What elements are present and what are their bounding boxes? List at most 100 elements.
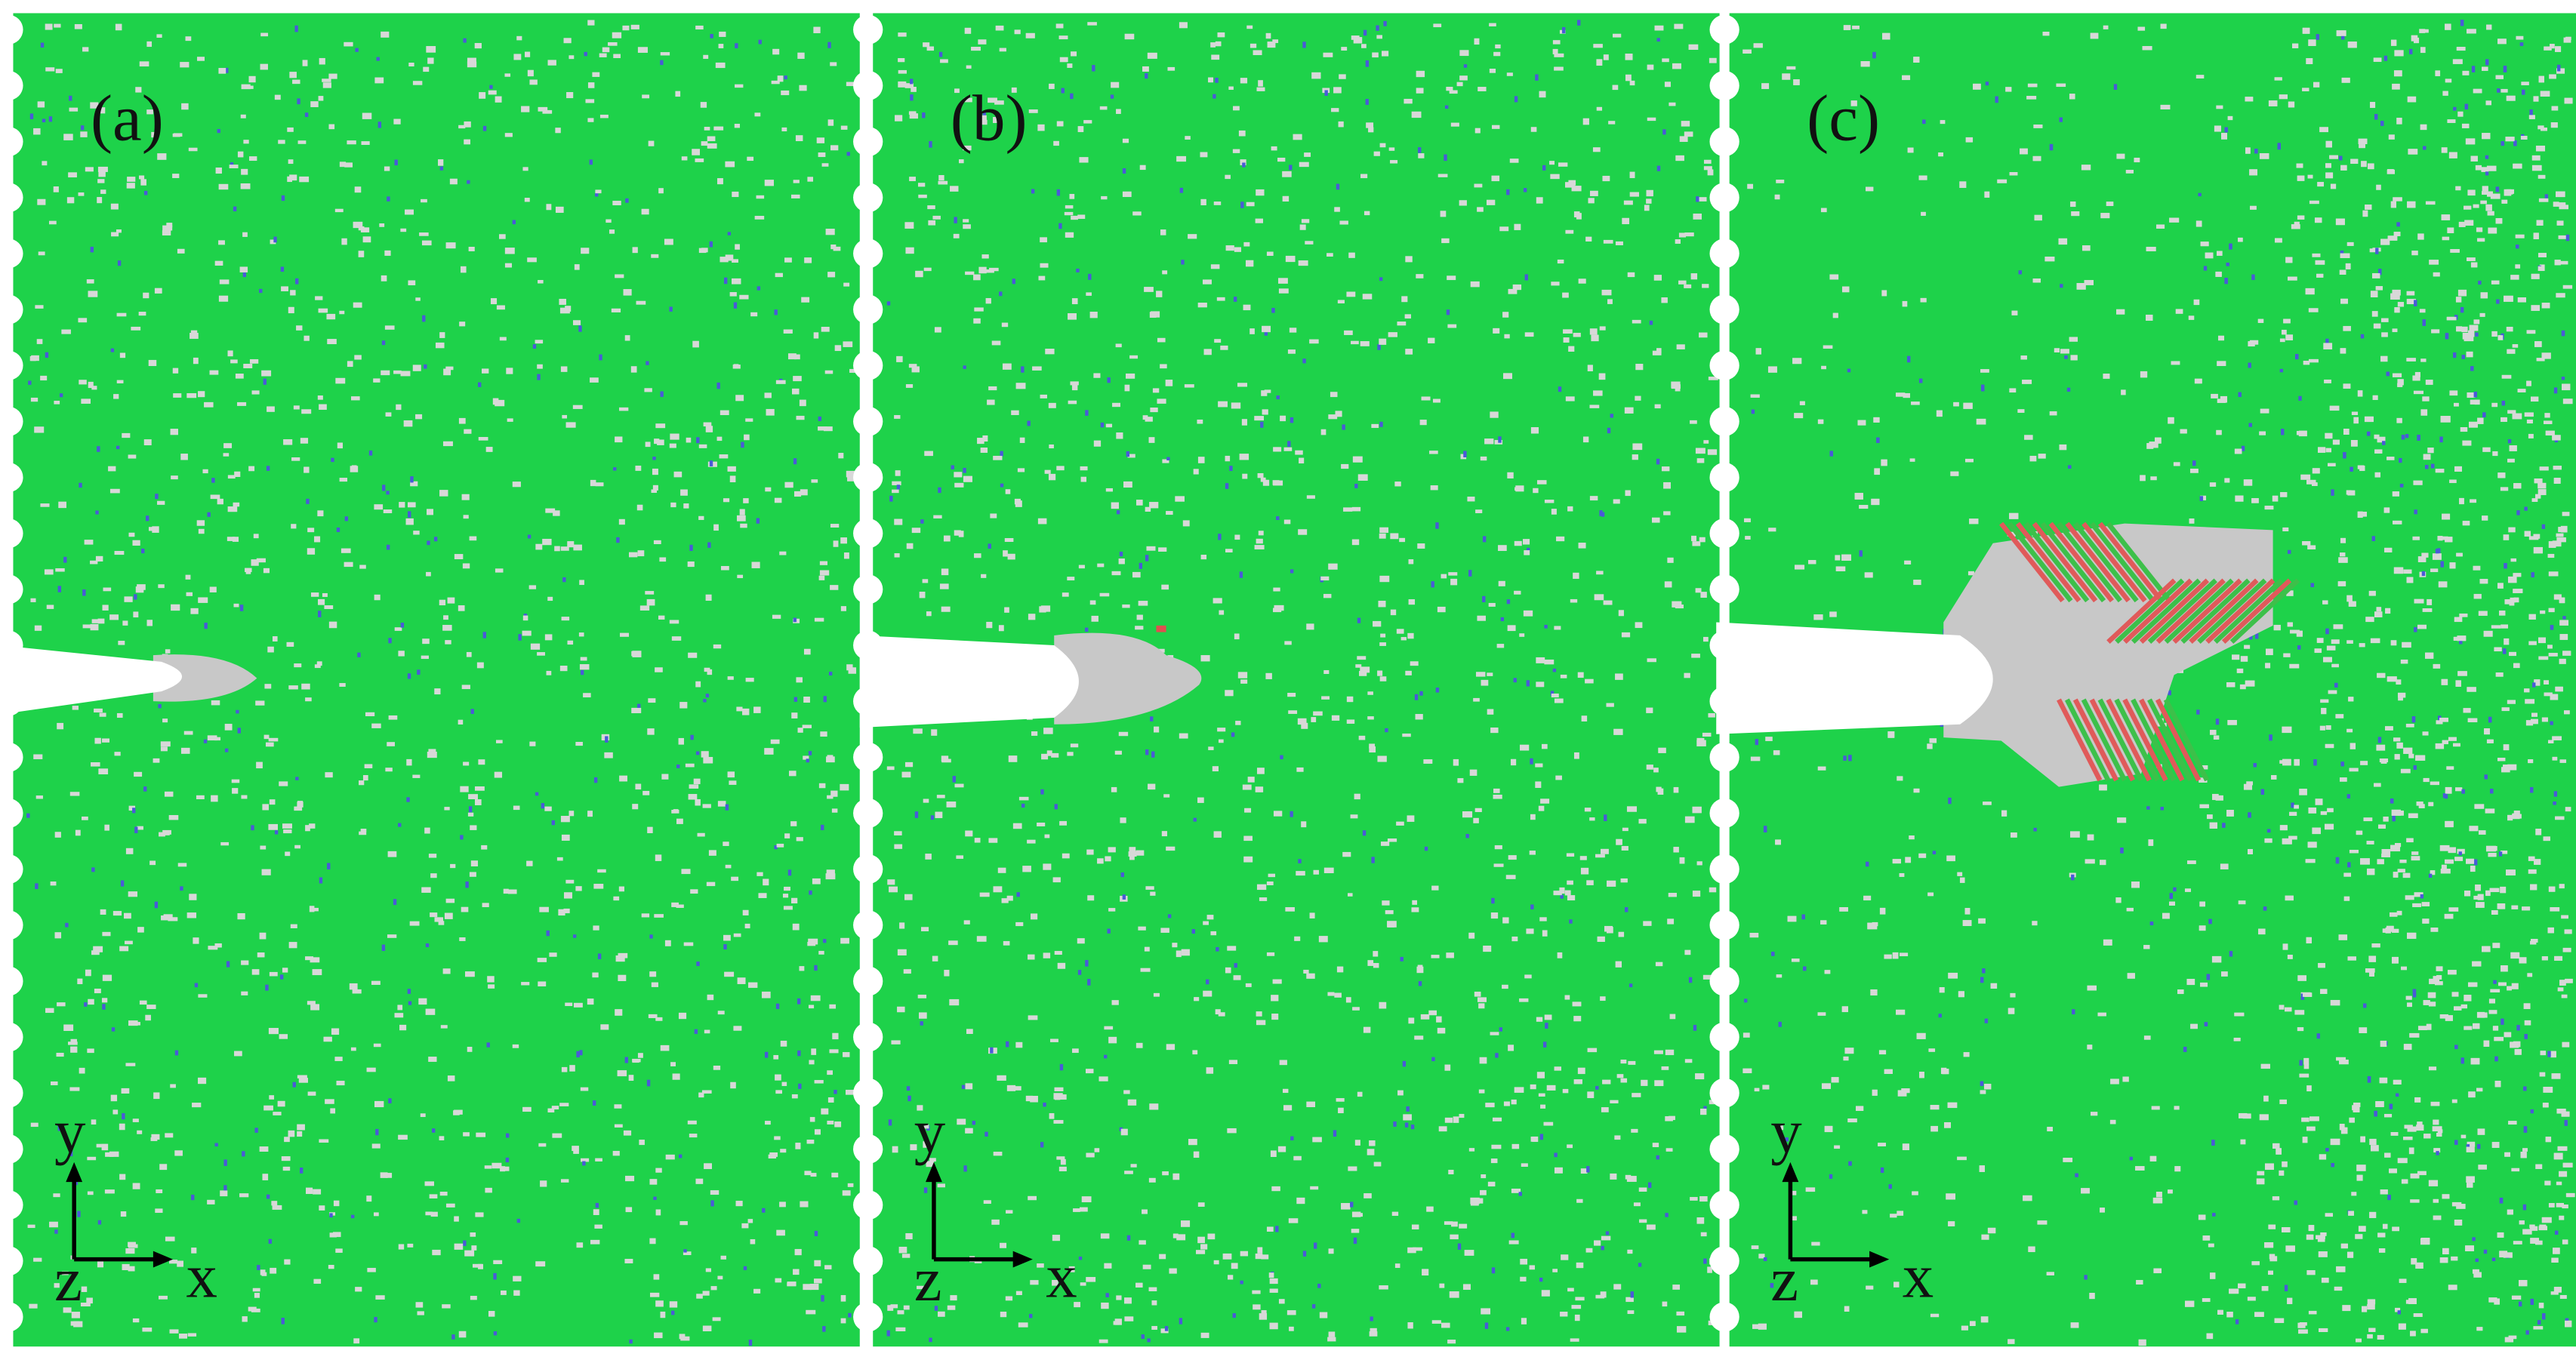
atom-defect	[2548, 653, 2558, 657]
atom-defect	[966, 1029, 973, 1034]
atom-defect	[1938, 1014, 1942, 1018]
atom-defect	[923, 1141, 929, 1148]
atom-defect	[1351, 340, 1359, 345]
atom-defect	[2195, 75, 2205, 78]
atom-defect	[1380, 633, 1386, 638]
atom-defect	[1313, 711, 1323, 716]
atom-defect	[177, 248, 185, 254]
atom-defect	[2504, 1337, 2514, 1343]
atom-defect	[1151, 751, 1155, 758]
atom-defect	[282, 1166, 291, 1171]
atom-defect	[1245, 260, 1254, 267]
atom-defect	[2273, 624, 2281, 631]
atom-defect	[1240, 1251, 1249, 1257]
atom-defect	[2524, 1020, 2531, 1026]
atom-defect	[2395, 1093, 2399, 1097]
atom-defect	[157, 153, 167, 160]
atom-defect	[227, 506, 238, 512]
atom-defect	[784, 75, 787, 80]
atom-defect	[237, 402, 247, 406]
atom-defect	[1049, 1038, 1058, 1042]
atom-defect	[669, 443, 676, 448]
atom-defect	[2455, 297, 2462, 303]
atom-defect	[1212, 766, 1219, 772]
atom-defect	[298, 1078, 308, 1083]
atom-defect	[555, 206, 564, 213]
atom-defect	[164, 791, 174, 797]
atom-defect	[1864, 572, 1873, 578]
atom-defect	[1244, 808, 1252, 813]
atom-defect	[132, 1118, 139, 1122]
edge-scallop	[853, 126, 883, 157]
atom-defect	[2522, 1204, 2527, 1211]
atom-defect	[1959, 181, 1967, 188]
atom-defect	[905, 1232, 913, 1240]
atom-defect	[664, 238, 673, 245]
atom-defect	[2559, 620, 2569, 626]
atom-defect	[1086, 292, 1092, 296]
atom-defect	[2488, 1010, 2497, 1014]
atom-defect	[1499, 1027, 1503, 1032]
atom-defect	[1259, 897, 1268, 901]
atom-defect	[2340, 537, 2346, 543]
atom-defect	[1124, 1316, 1134, 1321]
atom-defect	[2422, 396, 2430, 402]
atom-defect	[646, 598, 655, 606]
atom-defect	[909, 177, 916, 182]
atom-defect	[1582, 118, 1589, 125]
atom-defect	[2408, 753, 2414, 758]
atom-defect	[2533, 96, 2539, 102]
edge-scallop	[0, 70, 23, 101]
atom-defect	[2407, 1002, 2412, 1008]
atom-defect	[559, 1103, 569, 1106]
atom-defect	[2507, 814, 2513, 821]
atom-defect	[1271, 995, 1279, 1001]
atom-defect	[592, 72, 600, 77]
atom-defect	[1001, 898, 1009, 903]
atom-defect	[269, 799, 276, 805]
atom-defect	[442, 624, 452, 631]
atom-defect	[1578, 278, 1586, 284]
atom-defect	[720, 565, 729, 571]
atom-defect	[211, 478, 215, 483]
atom-defect	[2365, 204, 2372, 210]
atom-defect	[894, 831, 902, 835]
atom-defect	[1983, 1084, 1992, 1090]
atom-defect	[894, 844, 903, 849]
atom-defect	[2026, 96, 2037, 100]
atom-defect	[735, 84, 744, 88]
atom-defect	[169, 1329, 179, 1334]
atom-defect	[381, 370, 390, 376]
atom-defect	[1602, 1079, 1611, 1085]
atom-defect	[754, 112, 761, 117]
atom-defect	[1463, 451, 1467, 457]
atom-defect	[1062, 853, 1070, 859]
atom-defect	[1135, 500, 1143, 506]
atom-defect	[744, 434, 750, 441]
atom-defect	[387, 851, 397, 857]
atom-defect	[1459, 75, 1468, 81]
atom-defect	[57, 1125, 62, 1131]
atom-defect	[651, 489, 658, 494]
atom-defect	[599, 354, 602, 361]
atom-defect	[1593, 44, 1603, 48]
atom-defect	[476, 662, 484, 669]
atom-defect	[1060, 1158, 1066, 1165]
atom-defect	[1006, 1041, 1009, 1048]
atom-defect	[716, 436, 723, 442]
atom-defect	[1111, 786, 1117, 792]
atom-defect	[2474, 804, 2485, 809]
atom-defect	[504, 248, 515, 254]
atom-defect	[2143, 945, 2150, 949]
atom-defect	[406, 797, 410, 802]
atom-defect	[673, 471, 683, 478]
atom-defect	[1089, 311, 1098, 318]
atom-defect	[2452, 59, 2463, 64]
atom-defect	[1468, 570, 1472, 577]
atom-defect	[1880, 1167, 1884, 1174]
atom-defect	[2446, 766, 2454, 770]
atom-defect	[799, 399, 806, 407]
atom-defect	[2306, 58, 2313, 65]
atom-defect	[1071, 51, 1077, 57]
atom-defect	[1005, 1296, 1013, 1301]
